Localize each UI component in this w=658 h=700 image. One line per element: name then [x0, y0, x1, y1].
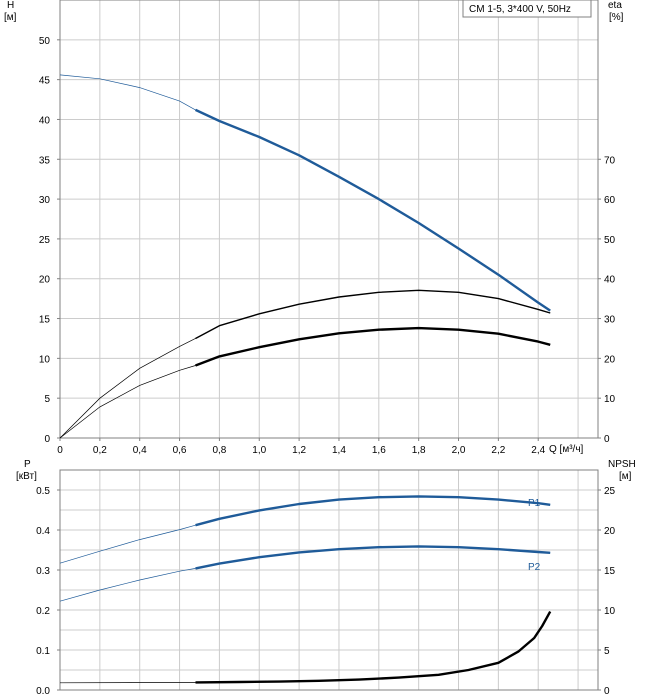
x-tick-label: 0,4 — [133, 445, 147, 456]
y-right-tick-labels-top: 0 10 20 30 40 50 60 70 — [598, 155, 616, 445]
series-line-full-1-1 — [59, 546, 551, 602]
series-line-full-0-0 — [59, 74, 551, 311]
y-left-tick-label: 45 — [39, 76, 51, 87]
series-line-operating-0-2 — [195, 326, 551, 367]
y-left-tick-label: 0.2 — [36, 606, 50, 617]
series-top — [59, 74, 551, 439]
power-npsh-panel: 0.0 0.1 0.2 0.3 0.4 0.5 0 5 10 15 20 25 P [кВт] NP… — [16, 459, 636, 697]
y-left-tick-labels-bottom: 0.0 0.1 0.2 0.3 0.4 0.5 — [36, 486, 60, 697]
y-right-tick-label: 0 — [604, 434, 610, 445]
series-line-operating-1-2 — [195, 611, 552, 684]
y-left-tick-label: 10 — [39, 354, 51, 365]
y-right-tick-label: 15 — [604, 566, 616, 577]
y-left-tick-label: 5 — [44, 394, 50, 405]
x-tick-label: 0,2 — [93, 445, 107, 456]
y-right-tick-label: 10 — [604, 606, 616, 617]
y-left-tick-label: 0.1 — [36, 646, 50, 657]
x-tick-label: 0,8 — [212, 445, 226, 456]
y-right-axis-unit-bottom: [м] — [619, 471, 632, 482]
legend-text: CM 1-5, 3*400 V, 50Hz — [469, 4, 571, 15]
y-right-tick-label: 40 — [604, 275, 616, 286]
series-label-p1: P1 — [528, 498, 541, 509]
series-line-operating-1-1 — [195, 545, 551, 570]
x-tick-labels-top: 0 0,2 0,4 0,6 0,8 1,0 1,2 1,4 1,6 1,8 2,0 2,2 2,4 — [57, 438, 546, 456]
y-left-axis-title-top: H — [7, 0, 14, 11]
y-left-axis-title-bottom: P — [24, 459, 31, 470]
y-right-tick-label: 60 — [604, 195, 616, 206]
series-label-p2: P2 — [528, 562, 541, 573]
y-right-tick-label: 70 — [604, 155, 616, 166]
y-left-tick-label: 35 — [39, 155, 51, 166]
y-right-tick-label: 50 — [604, 235, 616, 246]
y-left-tick-label: 40 — [39, 115, 51, 126]
y-right-axis-unit-top: [%] — [609, 12, 624, 23]
y-right-tick-label: 25 — [604, 486, 616, 497]
series-line-operating-0-1 — [195, 289, 551, 340]
x-tick-label: 2,2 — [491, 445, 505, 456]
x-tick-label: 0 — [57, 445, 63, 456]
series-line-full-1-2 — [59, 611, 551, 684]
y-left-tick-label: 0.4 — [36, 526, 50, 537]
series-line-operating-0-0 — [194, 108, 551, 312]
y-left-tick-label: 0 — [44, 434, 50, 445]
y-right-tick-label: 30 — [604, 315, 616, 326]
legend-box — [462, 0, 592, 18]
y-left-tick-label: 0.0 — [36, 686, 50, 697]
y-left-axis-unit-bottom: [кВт] — [16, 471, 37, 482]
y-right-tick-label: 5 — [604, 646, 610, 657]
x-tick-label: 1,4 — [332, 445, 346, 456]
y-left-tick-labels-top: 0 5 10 15 20 25 30 35 40 45 50 — [39, 36, 60, 445]
grid-top — [60, 0, 598, 438]
plot-frame-top — [59, 0, 599, 439]
y-right-tick-labels-bottom: 0 5 10 15 20 25 — [598, 486, 616, 697]
x-tick-label: 0,6 — [173, 445, 187, 456]
y-left-axis-unit-top: [м] — [4, 12, 17, 23]
plot-frame-bottom — [59, 469, 599, 691]
x-tick-label: 2,0 — [452, 445, 466, 456]
y-left-tick-label: 0.5 — [36, 486, 50, 497]
x-axis-title: Q [м³/ч] — [549, 444, 584, 455]
y-left-tick-label: 25 — [39, 235, 51, 246]
y-left-tick-label: 0.3 — [36, 566, 50, 577]
head-efficiency-panel: 0 0,2 0,4 0,6 0,8 1,0 1,2 1,4 1,6 1,8 2,0 2,2 2,4 0 5… — [4, 0, 624, 456]
series-line-operating-1-0 — [195, 495, 551, 527]
x-tick-label: 2,4 — [531, 445, 545, 456]
x-tick-label: 1,8 — [412, 445, 426, 456]
x-tick-label: 1,2 — [292, 445, 306, 456]
y-right-tick-label: 20 — [604, 526, 616, 537]
x-tick-label: 1,0 — [252, 445, 266, 456]
series-bottom — [59, 495, 552, 684]
y-right-axis-title-top: eta — [608, 0, 622, 11]
y-right-axis-title-bottom: NPSH — [608, 459, 636, 470]
y-left-tick-label: 50 — [39, 36, 51, 47]
y-left-tick-label: 30 — [39, 195, 51, 206]
y-right-tick-label: 0 — [604, 686, 610, 697]
y-right-tick-label: 20 — [604, 354, 616, 365]
y-left-tick-label: 20 — [39, 275, 51, 286]
y-left-tick-label: 15 — [39, 315, 51, 326]
y-right-tick-label: 10 — [604, 394, 616, 405]
series-line-full-0-1 — [59, 289, 551, 439]
x-tick-label: 1,6 — [372, 445, 386, 456]
series-line-full-0-2 — [59, 327, 551, 439]
